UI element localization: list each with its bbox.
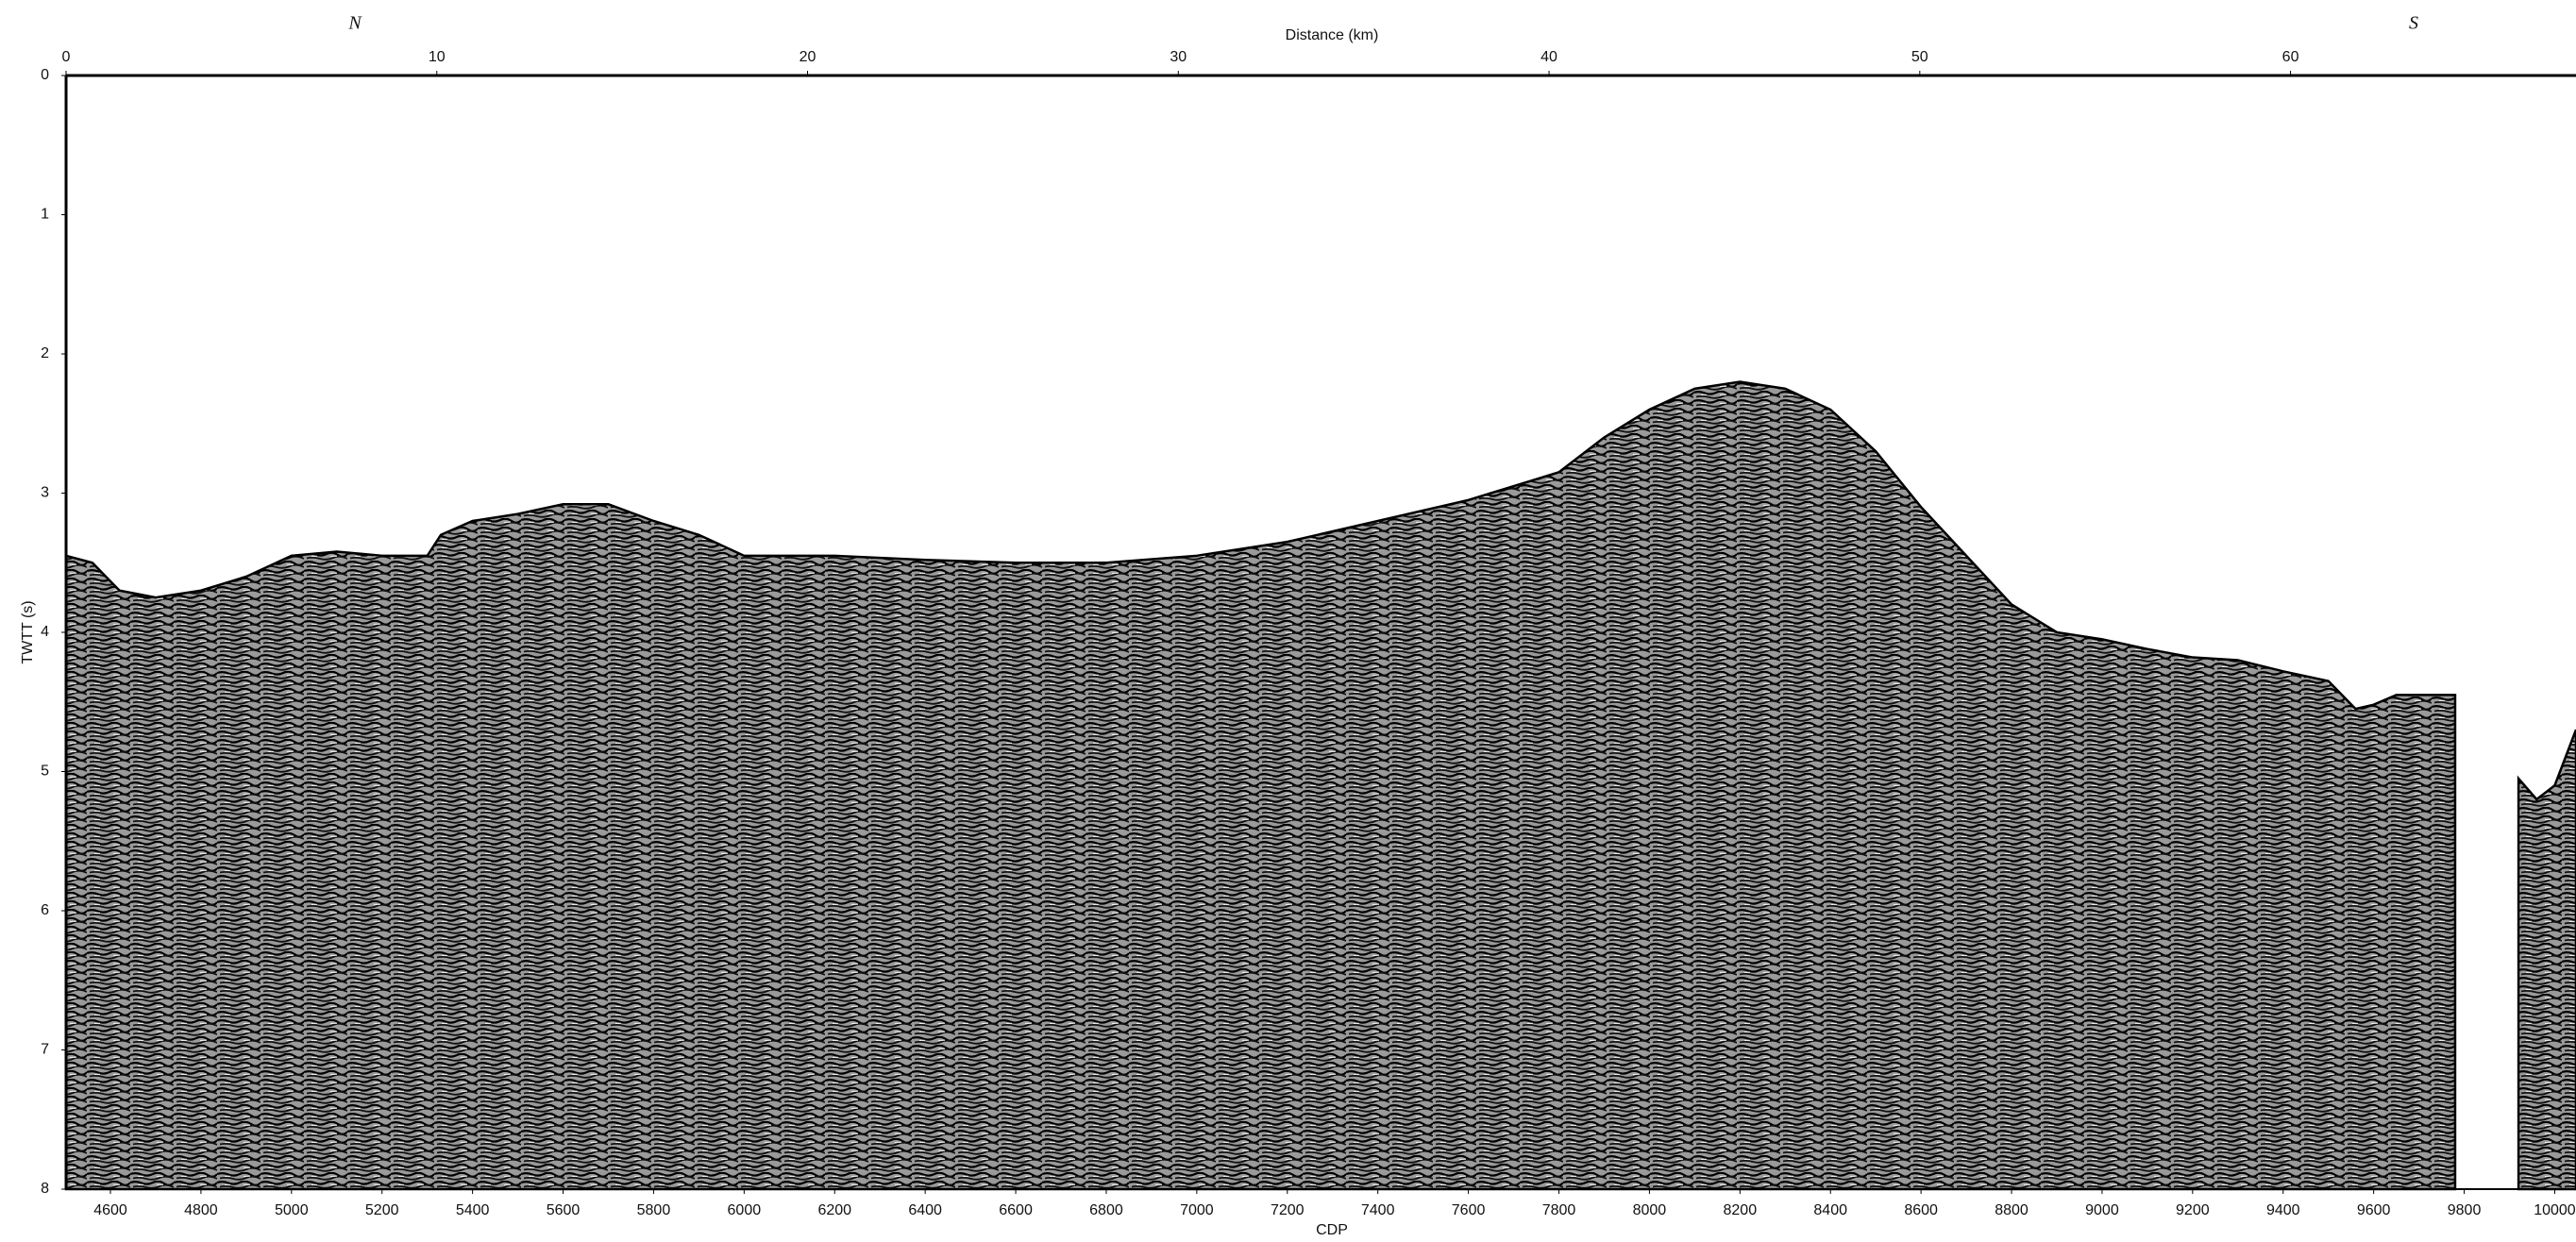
y-tick-label: 2 — [41, 345, 49, 361]
x-tick-label: 10000 — [2534, 1202, 2576, 1218]
x-tick-label: 6400 — [908, 1202, 942, 1218]
plot-area — [64, 380, 2576, 1191]
y-tick-label: 4 — [41, 624, 49, 640]
x-tick-label: 7400 — [1361, 1202, 1395, 1218]
x2-tick-label: 10 — [429, 49, 446, 65]
x2-tick-label: 50 — [1911, 49, 1928, 65]
x-tick-label: 8000 — [1633, 1202, 1667, 1218]
x-tick-label: 9400 — [2266, 1202, 2300, 1218]
y-tick-label: 0 — [41, 67, 49, 83]
x-tick-label: 5200 — [365, 1202, 399, 1218]
x-tick-label: 7600 — [1452, 1202, 1486, 1218]
x-tick-label: 6000 — [728, 1202, 762, 1218]
x-axis-title: CDP — [1316, 1222, 1348, 1238]
x2-tick-label: 60 — [2282, 49, 2299, 65]
x-tick-label: 7800 — [1542, 1202, 1576, 1218]
annotation: S — [2409, 13, 2418, 34]
x-tick-label: 6200 — [817, 1202, 851, 1218]
x-tick-label: 6600 — [999, 1202, 1033, 1218]
x2-tick-label: 30 — [1170, 49, 1187, 65]
x-tick-label: 4600 — [93, 1202, 127, 1218]
x-tick-label: 8400 — [1813, 1202, 1847, 1218]
x2-tick-label: 0 — [62, 49, 71, 65]
annotation: N — [347, 13, 362, 34]
y-tick-label: 7 — [41, 1042, 49, 1058]
x-tick-label: 5600 — [547, 1202, 581, 1218]
x-tick-label: 4800 — [184, 1202, 218, 1218]
x-tick-label: 8800 — [1995, 1202, 2029, 1218]
x-tick-label: 8600 — [1904, 1202, 1938, 1218]
y-tick-label: 3 — [41, 485, 49, 501]
y-tick-label: 5 — [41, 764, 49, 780]
y-axis-title: TWTT (s) — [20, 600, 36, 663]
x2-tick-label: 40 — [1541, 49, 1557, 65]
x2-tick-label: 20 — [800, 49, 817, 65]
x-tick-label: 9000 — [2085, 1202, 2119, 1218]
x-tick-label: 5000 — [275, 1202, 309, 1218]
x-tick-label: 5400 — [456, 1202, 490, 1218]
x-tick-label: 9800 — [2448, 1202, 2482, 1218]
x-tick-label: 8200 — [1724, 1202, 1758, 1218]
x-tick-label: 6800 — [1089, 1202, 1123, 1218]
x-tick-label: 7000 — [1180, 1202, 1214, 1218]
y-tick-label: 6 — [41, 902, 49, 918]
x-tick-label: 9600 — [2357, 1202, 2391, 1218]
seismic-section — [64, 380, 2576, 1191]
y-tick-label: 1 — [41, 207, 49, 223]
x-tick-label: 5800 — [637, 1202, 671, 1218]
x-tick-label: 7200 — [1271, 1202, 1305, 1218]
y-tick-label: 8 — [41, 1181, 49, 1197]
x2-axis-title: Distance (km) — [1286, 27, 1379, 43]
x-tick-label: 9200 — [2176, 1202, 2210, 1218]
